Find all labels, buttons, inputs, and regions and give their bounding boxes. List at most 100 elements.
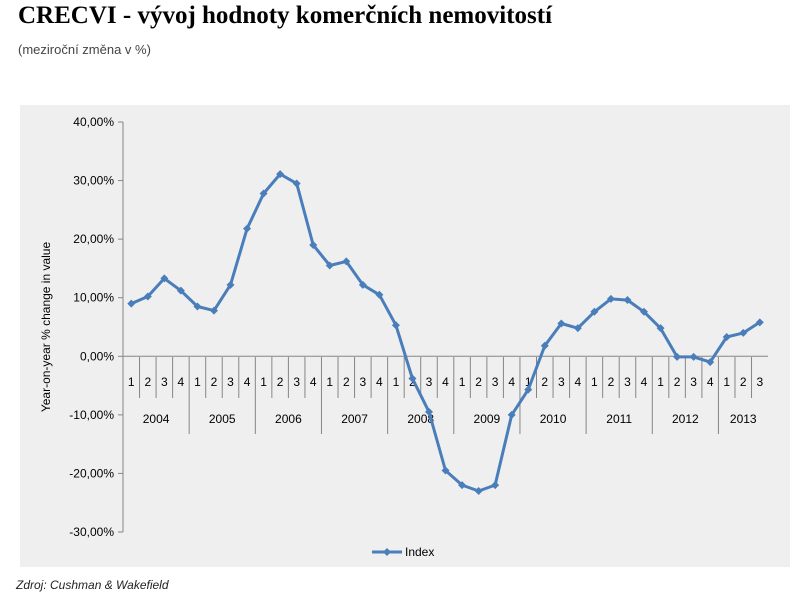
data-point	[160, 274, 169, 283]
page-title: CRECVI - vývoj hodnoty komerčních nemovi…	[18, 2, 553, 29]
quarter-label: 2	[475, 375, 482, 389]
quarter-label: 3	[359, 375, 366, 389]
quarter-label: 4	[707, 375, 714, 389]
data-point	[590, 307, 599, 316]
y-tick-label: 30,00%	[73, 174, 114, 188]
source-note: Zdroj: Cushman & Wakefield	[16, 578, 169, 592]
quarter-label: 1	[326, 375, 333, 389]
quarter-label: 2	[541, 375, 548, 389]
data-point	[706, 358, 715, 367]
year-label: 2011	[606, 412, 632, 426]
data-point	[176, 286, 185, 295]
series-line-0	[130, 172, 761, 493]
year-label: 2009	[474, 412, 501, 426]
quarter-label: 4	[508, 375, 515, 389]
y-tick-label: 40,00%	[73, 115, 114, 129]
data-point	[491, 481, 500, 490]
legend-label: Index	[405, 545, 434, 559]
quarter-label: 1	[657, 375, 664, 389]
quarter-label: 4	[178, 375, 185, 389]
data-point	[441, 466, 450, 475]
data-point	[424, 407, 433, 416]
data-point	[573, 324, 582, 333]
data-point	[292, 179, 301, 188]
quarter-label: 2	[343, 375, 350, 389]
year-label: 2007	[341, 412, 368, 426]
quarter-label: 4	[244, 375, 251, 389]
data-point	[557, 319, 566, 328]
data-point	[309, 241, 318, 249]
data-point	[127, 299, 136, 308]
quarter-label: 2	[740, 375, 747, 389]
quarter-label: 3	[426, 375, 433, 389]
year-label: 2004	[143, 412, 170, 426]
data-point	[755, 318, 764, 327]
data-point	[209, 306, 218, 315]
data-point	[507, 410, 516, 419]
legend-marker	[383, 548, 391, 556]
data-point	[391, 321, 400, 330]
quarter-label: 4	[641, 375, 648, 389]
year-label: 2005	[209, 412, 236, 426]
quarter-label: 3	[492, 375, 499, 389]
data-point	[722, 332, 731, 341]
quarter-label: 4	[376, 375, 383, 389]
data-point	[623, 296, 632, 305]
quarter-label: 2	[277, 375, 284, 389]
page-subtitle: (meziroční změna v %)	[18, 42, 151, 57]
y-tick-label: -20,00%	[69, 466, 114, 480]
data-point	[524, 385, 533, 394]
data-point	[606, 294, 615, 303]
data-point	[408, 374, 417, 383]
data-point	[358, 280, 367, 289]
quarter-label: 2	[211, 375, 218, 389]
quarter-label: 3	[558, 375, 565, 389]
quarter-label: 1	[393, 375, 400, 389]
quarter-label: 1	[723, 375, 730, 389]
quarter-label: 2	[674, 375, 681, 389]
year-label: 2012	[672, 412, 699, 426]
year-label: 2013	[730, 412, 757, 426]
quarter-label: 4	[310, 375, 317, 389]
quarter-label: 1	[525, 375, 532, 389]
quarter-label: 2	[144, 375, 151, 389]
data-point	[739, 328, 748, 337]
quarter-label: 4	[575, 375, 582, 389]
data-point	[689, 352, 698, 361]
data-point	[325, 261, 334, 270]
y-tick-label: 20,00%	[73, 232, 114, 246]
quarter-label: 1	[194, 375, 201, 389]
data-point	[193, 302, 202, 311]
quarter-label: 4	[442, 375, 449, 389]
quarter-label: 1	[591, 375, 598, 389]
quarter-label: 3	[227, 375, 234, 389]
data-point	[243, 224, 252, 233]
quarter-label: 3	[756, 375, 763, 389]
quarter-label: 1	[260, 375, 267, 389]
data-point	[342, 257, 351, 266]
quarter-label: 3	[690, 375, 697, 389]
data-point	[673, 352, 682, 361]
year-label: 2010	[540, 412, 567, 426]
quarter-label: 3	[293, 375, 300, 389]
chart-area	[20, 105, 790, 567]
y-tick-label: 10,00%	[73, 291, 114, 305]
quarter-label: 2	[608, 375, 615, 389]
y-tick-label: 0,00%	[80, 349, 114, 363]
y-tick-label: -30,00%	[69, 525, 114, 539]
data-point	[540, 341, 549, 350]
y-axis-title: Year-on-year % change in value	[39, 242, 53, 413]
quarter-label: 3	[624, 375, 631, 389]
quarter-label: 3	[161, 375, 168, 389]
data-point	[276, 170, 285, 179]
year-label: 2008	[407, 412, 434, 426]
quarter-label: 1	[128, 375, 135, 389]
data-point	[259, 189, 268, 198]
data-point	[458, 481, 467, 490]
data-point	[474, 487, 483, 495]
y-tick-label: -10,00%	[69, 408, 114, 422]
data-point	[143, 292, 152, 301]
data-point	[656, 324, 665, 333]
quarter-label: 1	[459, 375, 466, 389]
